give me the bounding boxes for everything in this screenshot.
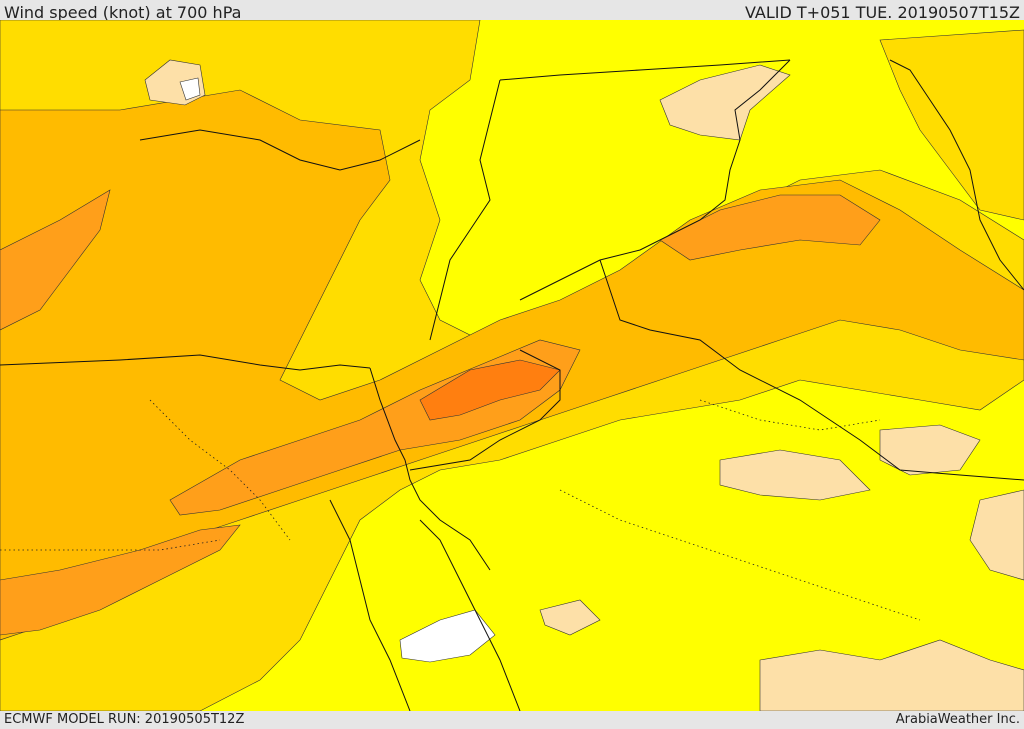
wind-speed-map[interactable] <box>0 20 1024 711</box>
wind-zone-light-patch-e <box>879 424 981 476</box>
wind-zone-gold-northeast <box>879 29 1024 221</box>
credit-label: ArabiaWeather Inc. <box>895 712 1020 727</box>
footer-bar: ECMWF MODEL RUN: 20190505T12Z ArabiaWeat… <box>0 711 1024 729</box>
wind-zone-calm-nw <box>179 77 201 101</box>
wind-zone-strongest-core <box>419 359 561 421</box>
wind-zone-strong-east <box>659 194 881 261</box>
header-bar: Wind speed (knot) at 700 hPa VALID T+051… <box>0 0 1024 22</box>
internal-boundaries <box>0 399 921 621</box>
wind-zone-light-patch-ne <box>659 64 791 141</box>
map-title: Wind speed (knot) at 700 hPa <box>4 3 242 22</box>
wind-zone-light-patch-se2 <box>759 639 1024 711</box>
wind-zone-light-patch-right <box>969 489 1024 581</box>
wind-zone-calm-south <box>399 609 496 663</box>
valid-time: VALID T+051 TUE. 20190507T15Z <box>744 3 1020 22</box>
wind-zone-light-patch-s <box>539 599 601 636</box>
wind-zone-light-patch-se1 <box>719 449 871 501</box>
political-boundaries <box>0 59 1024 711</box>
wind-zone-strong-band-1 <box>0 189 111 331</box>
wind-zone-strong-band-2 <box>0 524 241 636</box>
model-run-label: ECMWF MODEL RUN: 20190505T12Z <box>4 712 245 727</box>
map-canvas <box>0 20 1024 711</box>
